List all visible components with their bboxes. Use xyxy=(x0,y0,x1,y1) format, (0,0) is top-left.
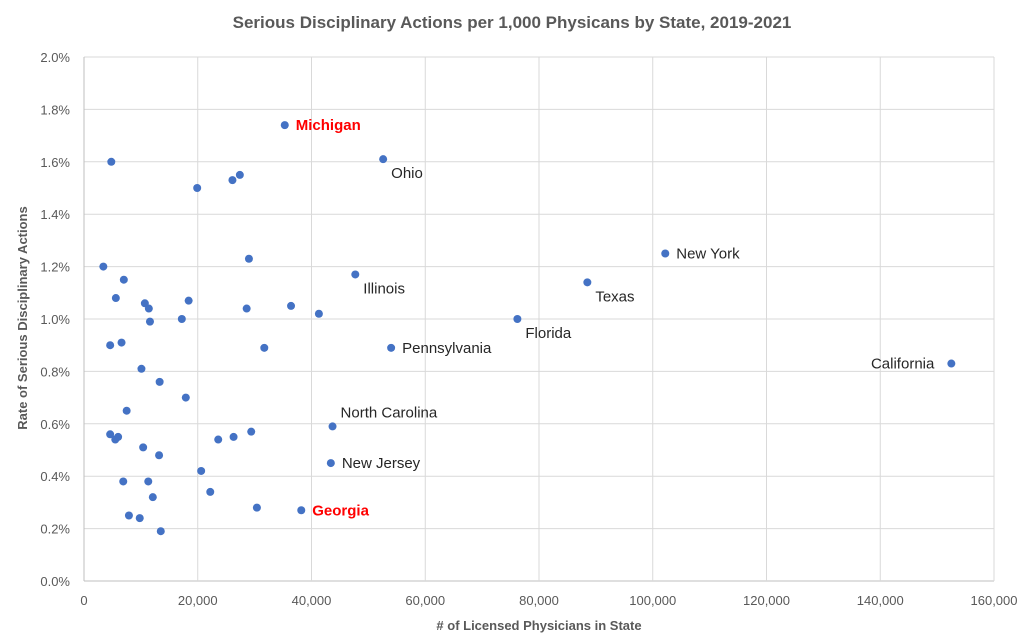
data-point xyxy=(280,121,289,130)
data-point xyxy=(242,304,251,313)
data-point xyxy=(156,527,165,536)
data-label-north-carolina: North Carolina xyxy=(341,404,438,421)
y-axis-title: Rate of Serious Disciplinary Actions xyxy=(15,206,30,429)
x-tick-label: 100,000 xyxy=(629,593,676,608)
x-tick-label: 0 xyxy=(80,593,87,608)
data-point xyxy=(135,514,144,523)
data-point xyxy=(122,406,131,415)
data-point xyxy=(193,184,202,192)
data-point xyxy=(111,294,120,303)
data-point xyxy=(235,170,244,179)
data-label-new-york: New York xyxy=(676,246,740,263)
y-tick-label: 1.8% xyxy=(40,102,70,117)
data-point xyxy=(379,155,388,164)
data-point xyxy=(177,315,186,323)
data-label-michigan: Michigan xyxy=(296,117,361,134)
data-point xyxy=(228,176,237,185)
y-tick-label: 2.0% xyxy=(40,50,70,65)
y-tick-label: 0.0% xyxy=(40,574,70,589)
x-tick-label: 60,000 xyxy=(405,593,445,608)
chart-title: Serious Disciplinary Actions per 1,000 P… xyxy=(233,13,792,32)
x-tick-label: 40,000 xyxy=(292,593,332,608)
data-point xyxy=(206,487,215,496)
data-point xyxy=(106,341,115,350)
data-point xyxy=(155,377,164,386)
data-point xyxy=(287,301,296,310)
data-label-pennsylvania: Pennsylvania xyxy=(402,340,492,357)
data-point xyxy=(155,451,164,460)
x-tick-label: 140,000 xyxy=(857,593,904,608)
data-point xyxy=(244,254,253,263)
data-point xyxy=(513,315,522,323)
data-point xyxy=(184,296,193,305)
data-point xyxy=(144,477,153,486)
data-label-new-jersey: New Jersey xyxy=(342,455,421,472)
data-point xyxy=(107,157,116,166)
x-tick-label: 20,000 xyxy=(178,593,218,608)
data-point xyxy=(137,364,146,373)
data-point xyxy=(145,317,154,326)
data-point xyxy=(229,432,238,441)
data-point xyxy=(139,443,148,452)
y-tick-label: 0.2% xyxy=(40,522,70,537)
data-point xyxy=(326,459,335,468)
x-tick-label: 80,000 xyxy=(519,593,559,608)
data-point xyxy=(351,270,360,279)
data-label-florida: Florida xyxy=(525,325,572,342)
data-point xyxy=(583,278,592,287)
data-point xyxy=(181,393,190,402)
x-tick-label: 120,000 xyxy=(743,593,790,608)
data-point xyxy=(117,338,126,347)
data-point xyxy=(124,511,133,520)
y-tick-label: 0.4% xyxy=(40,469,70,484)
data-point xyxy=(197,466,206,475)
data-point xyxy=(106,430,115,439)
data-label-california: California xyxy=(871,356,935,373)
y-tick-label: 1.4% xyxy=(40,207,70,222)
data-label-texas: Texas xyxy=(595,288,634,305)
y-tick-label: 1.2% xyxy=(40,260,70,275)
data-point xyxy=(119,275,128,284)
data-point xyxy=(297,506,306,515)
data-point xyxy=(314,309,323,318)
data-point xyxy=(114,432,123,441)
y-tick-label: 1.0% xyxy=(40,312,70,327)
data-point xyxy=(148,493,157,502)
data-point xyxy=(252,503,261,512)
data-point xyxy=(247,427,256,436)
data-label-ohio: Ohio xyxy=(391,165,423,182)
data-point xyxy=(328,422,337,431)
data-point xyxy=(214,435,223,444)
data-label-georgia: Georgia xyxy=(312,502,369,519)
y-tick-label: 1.6% xyxy=(40,155,70,170)
data-point xyxy=(387,343,396,352)
data-point xyxy=(99,262,108,271)
y-tick-label: 0.6% xyxy=(40,417,70,432)
y-tick-label: 0.8% xyxy=(40,364,70,379)
data-point xyxy=(947,359,956,368)
x-tick-label: 160,000 xyxy=(971,593,1018,608)
data-point xyxy=(119,477,128,486)
data-point xyxy=(661,249,670,258)
data-point xyxy=(260,343,269,352)
data-label-illinois: Illinois xyxy=(363,280,405,297)
x-axis-title: # of Licensed Physicians in State xyxy=(436,618,641,633)
data-point xyxy=(144,304,153,313)
